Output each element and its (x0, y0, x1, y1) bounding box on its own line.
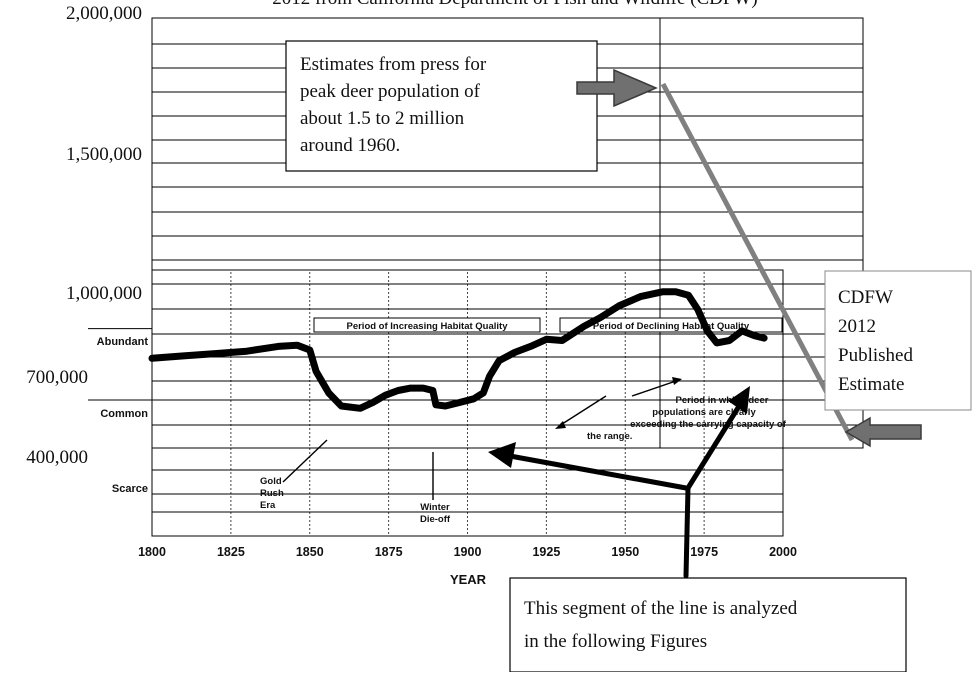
cdfw-estimate-box: CDFW 2012 Published Estimate (824, 270, 972, 411)
cdfw-line-2: 2012 (838, 316, 876, 337)
press-estimate-line-3: about 1.5 to 2 million (300, 108, 465, 129)
y-axis-numeric-ticks: 2,000,000 1,500,000 1,000,000 700,000 400,00… (26, 3, 142, 468)
press-block-arrow (576, 68, 658, 108)
inner-annotation-arrows (282, 377, 682, 500)
arrowhead-right (728, 386, 750, 414)
chart-title: 2012 from California Department of Fish … (272, 0, 757, 9)
series-line (148, 288, 768, 412)
x-axis-label: YEAR (450, 572, 487, 587)
x-tick-label: 1825 (217, 545, 245, 559)
x-tick-label: 1950 (611, 545, 639, 559)
period-label-increasing: Period of Increasing Habitat Quality (313, 317, 541, 333)
press-estimate-line-1: Estimates from press for (300, 54, 487, 75)
x-tick-label: 1975 (690, 545, 718, 559)
winter-dieoff-label: Winter Die-off (420, 502, 451, 525)
x-tick-label: 2000 (769, 545, 797, 559)
y-tick-label: 400,000 (26, 447, 88, 468)
x-tick-label: 1800 (138, 545, 166, 559)
period-label-declining: Period of Declining Habitat Quality (559, 317, 783, 333)
press-estimate-line-4: around 1960. (300, 135, 400, 156)
press-estimate-box: Estimates from press for peak deer popul… (285, 40, 598, 172)
y-tick-label: 1,000,000 (66, 283, 142, 304)
x-tick-label: 1900 (454, 545, 482, 559)
y-axis-qualitative-ticks: Abundant Common Scarce (97, 336, 149, 495)
segment-note-line-2: in the following Figures (524, 631, 707, 652)
cdfw-line-3: Published (838, 345, 913, 366)
y-tick-label: 2,000,000 (66, 3, 142, 24)
segment-note-line-1: This segment of the line is analyzed (524, 598, 798, 619)
gold-rush-label: Gold Rush Era (260, 476, 284, 511)
y-tick-qualitative: Abundant (97, 336, 149, 348)
series-group (148, 288, 768, 412)
period-label-declining-text: Period of Declining Habitat Quality (593, 321, 750, 332)
cdfw-line-1: CDFW (838, 287, 893, 308)
cdfw-block-arrow (844, 416, 922, 448)
segment-arrows (507, 400, 744, 579)
y-tick-qualitative: Scarce (112, 483, 148, 495)
x-tick-label: 1925 (532, 545, 560, 559)
gold-rush-line-1: Gold (260, 476, 282, 487)
inner-chart-frame (151, 269, 784, 537)
trend-line (660, 82, 855, 442)
y-tick-qualitative: Common (100, 408, 148, 420)
carrying-capacity-line-4: the range. (587, 431, 632, 442)
winter-dieoff-line-1: Winter (420, 502, 450, 513)
y-tick-label: 1,500,000 (66, 144, 142, 165)
arrowhead-left (488, 442, 516, 468)
carrying-capacity-line-1: Period in which deer (676, 395, 769, 406)
segment-note-box: This segment of the line is analyzed in … (509, 577, 907, 673)
carrying-capacity-line-3: exceeding the carrying capacity of (630, 419, 787, 430)
period-label-increasing-text: Period of Increasing Habitat Quality (346, 321, 508, 332)
carrying-capacity-label: Period in which deer populations are cle… (587, 395, 787, 442)
x-tick-label: 1850 (296, 545, 324, 559)
x-tick-label: 1875 (375, 545, 403, 559)
winter-dieoff-line-2: Die-off (420, 514, 451, 525)
y-tick-label: 700,000 (26, 367, 88, 388)
x-axis-ticks: 1800 1825 1850 1875 1900 1925 1950 1975 2000 (138, 545, 797, 559)
cdfw-line-4: Estimate (838, 374, 904, 395)
gold-rush-line-3: Era (260, 500, 276, 511)
carrying-capacity-line-2: populations are clearly (652, 407, 756, 418)
press-estimate-line-2: peak deer population of (300, 81, 481, 102)
gold-rush-line-2: Rush (260, 488, 284, 499)
